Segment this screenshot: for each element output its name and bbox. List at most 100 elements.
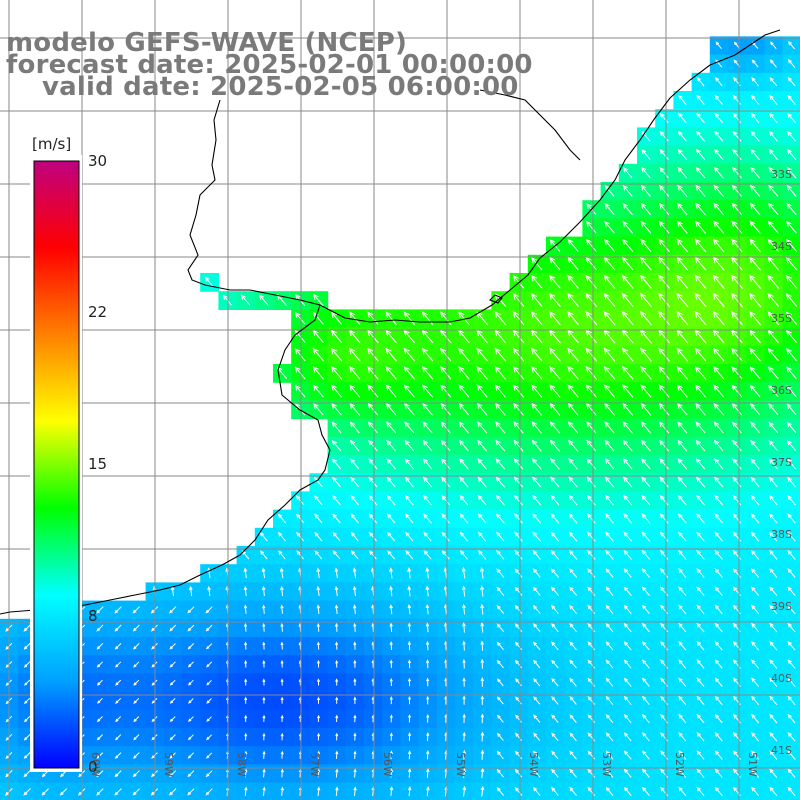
wind-arrow xyxy=(169,643,176,650)
wind-arrow xyxy=(389,641,393,651)
wind-arrow xyxy=(604,238,615,253)
wind-arrow xyxy=(731,238,743,253)
wind-arrow xyxy=(425,622,430,633)
wind-arrow xyxy=(567,256,579,271)
wind-arrow xyxy=(567,421,579,434)
wind-arrow xyxy=(385,402,397,416)
wind-arrow xyxy=(659,148,669,160)
wind-arrow xyxy=(750,513,760,524)
wind-arrow xyxy=(23,642,31,650)
wind-arrow xyxy=(714,677,723,687)
wind-arrow xyxy=(440,402,451,416)
wind-arrow xyxy=(551,641,559,651)
wind-arrow xyxy=(404,494,414,506)
wind-arrow xyxy=(244,732,248,741)
wind-arrow xyxy=(259,531,268,542)
wind-arrow xyxy=(496,568,505,578)
wind-arrow xyxy=(641,568,650,578)
latitude-label: 35S xyxy=(771,312,792,325)
wind-arrow xyxy=(514,513,523,524)
wind-arrow xyxy=(769,786,778,797)
wind-arrow xyxy=(531,275,543,289)
wind-arrow xyxy=(567,293,579,308)
wind-arrow xyxy=(262,641,266,650)
wind-arrow xyxy=(294,366,306,380)
wind-arrow xyxy=(785,329,798,344)
wind-arrow xyxy=(694,311,707,326)
wind-arrow xyxy=(768,148,778,161)
wind-arrow xyxy=(462,603,466,615)
wind-arrow xyxy=(532,623,541,633)
wind-arrow xyxy=(496,550,505,560)
wind-arrow xyxy=(114,734,122,741)
wind-arrow xyxy=(514,750,523,760)
wind-arrow xyxy=(714,513,723,524)
wind-arrow xyxy=(640,347,652,362)
wind-arrow xyxy=(603,384,616,398)
wind-arrow xyxy=(261,585,266,597)
wind-arrow xyxy=(623,732,632,742)
wind-arrow xyxy=(334,622,339,632)
wind-arrow xyxy=(244,786,248,796)
wind-arrow xyxy=(407,677,412,687)
wind-arrow xyxy=(678,732,687,742)
wind-arrow xyxy=(623,494,633,506)
wind-arrow xyxy=(350,495,359,506)
wind-arrow xyxy=(367,347,379,362)
wind-arrow xyxy=(696,513,705,524)
wind-arrow xyxy=(787,531,796,542)
wind-arrow xyxy=(496,768,504,778)
wind-arrow xyxy=(768,130,778,142)
wind-arrow xyxy=(480,713,485,724)
wind-arrow xyxy=(262,750,266,759)
wind-arrow xyxy=(621,292,634,308)
wind-arrow xyxy=(623,659,632,669)
wind-arrow xyxy=(605,768,614,778)
wind-arrow xyxy=(586,513,596,524)
wind-arrow xyxy=(767,311,780,326)
wind-arrow xyxy=(480,731,485,742)
wind-arrow xyxy=(677,421,688,434)
wind-arrow xyxy=(280,768,284,778)
wind-arrow xyxy=(768,166,779,179)
wind-arrow xyxy=(640,421,652,434)
wind-arrow xyxy=(549,402,561,416)
wind-arrow xyxy=(641,166,651,179)
wind-arrow xyxy=(494,384,506,398)
wind-arrow xyxy=(586,494,596,506)
wind-arrow xyxy=(316,567,321,579)
colorbar-unit: [m/s] xyxy=(32,135,71,153)
wind-arrow xyxy=(549,421,561,434)
wind-arrow xyxy=(533,659,541,669)
wind-arrow xyxy=(731,202,743,216)
wind-arrow xyxy=(244,659,248,668)
wind-arrow xyxy=(622,184,633,197)
wind-arrow xyxy=(96,661,103,668)
wind-arrow xyxy=(313,403,324,416)
wind-arrow xyxy=(641,494,651,506)
wind-arrow xyxy=(714,604,723,615)
longitude-label: 58W xyxy=(235,752,248,777)
wind-arrow xyxy=(368,439,378,452)
wind-arrow xyxy=(262,786,266,796)
wind-arrow xyxy=(426,695,430,705)
wind-arrow xyxy=(767,256,780,271)
wind-arrow xyxy=(694,366,707,380)
wind-arrow xyxy=(243,567,248,579)
wind-arrow xyxy=(640,366,652,380)
wind-arrow xyxy=(421,347,434,362)
wind-arrow xyxy=(696,604,705,615)
wind-arrow xyxy=(623,513,633,524)
wind-arrow xyxy=(478,550,487,560)
longitude-label: 57W xyxy=(308,752,321,777)
wind-arrow xyxy=(349,384,361,398)
wind-arrow xyxy=(426,786,430,797)
wind-arrow xyxy=(732,495,742,506)
wind-arrow xyxy=(353,641,357,650)
wind-arrow xyxy=(496,786,504,796)
wind-arrow xyxy=(696,568,705,578)
wind-arrow xyxy=(787,76,796,87)
wind-arrow xyxy=(676,292,689,308)
wind-arrow xyxy=(425,585,430,597)
wind-arrow xyxy=(407,695,412,705)
